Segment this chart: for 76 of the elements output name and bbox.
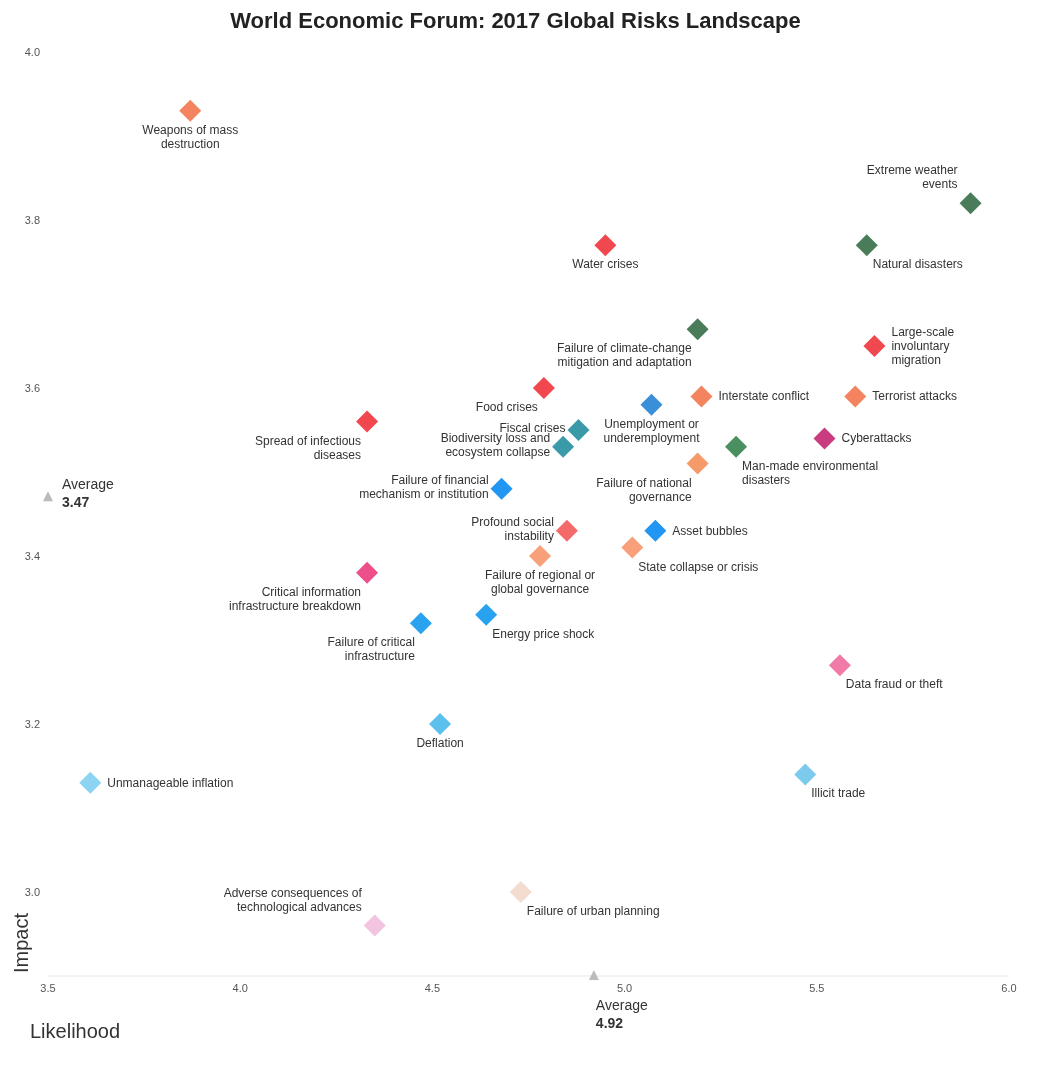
x-axis-title: Likelihood [30, 1020, 121, 1043]
point [640, 393, 663, 416]
point [855, 234, 878, 257]
point [356, 561, 379, 584]
y-tick-label: 3.4 [24, 549, 40, 562]
point [594, 234, 617, 257]
point [686, 452, 709, 475]
series-label: Spread of infectious diseases [254, 433, 362, 462]
point [429, 713, 452, 735]
point [863, 335, 886, 357]
point [179, 99, 202, 122]
y-tick-label: 4.0 [24, 45, 40, 58]
point [555, 519, 578, 542]
series-label: Natural disasters [872, 257, 963, 272]
point [725, 435, 748, 458]
series-label: Failure of climate-change mitigation and adaptation [556, 341, 692, 370]
series-label: Asset bubbles [672, 523, 748, 538]
x-tick-label: 4.0 [232, 981, 248, 994]
series-label: Energy price shock [492, 626, 596, 641]
point [686, 318, 709, 341]
series-label: Data fraud or theft [845, 677, 944, 692]
series-label: Failure of national governance [596, 475, 692, 504]
point [959, 192, 982, 215]
point [552, 435, 575, 458]
point [621, 536, 644, 559]
x-tick-label: 6.0 [1001, 981, 1017, 994]
point [794, 763, 817, 786]
series-label: Large-scale involuntary migration [891, 325, 955, 367]
y-axis-title: Impact [10, 913, 33, 974]
series-label: Profound social instability [471, 514, 554, 543]
x-tick-label: 5.0 [616, 981, 633, 994]
series-label: Critical information infrastructure breakdown [228, 584, 362, 613]
series-label: Illicit trade [811, 786, 866, 801]
x-tick-label: 3.5 [40, 981, 56, 994]
point [644, 519, 667, 542]
series-label: Weapons of mass destruction [142, 122, 239, 151]
series-label: Extreme weather events [866, 163, 958, 192]
series-label: Failure of financial mechanism or institution [359, 472, 489, 501]
point [363, 914, 386, 937]
y-tick-label: 3.8 [24, 213, 40, 226]
series-label: Deflation [416, 736, 464, 750]
series-label: Failure of critical infrastructure [327, 635, 416, 664]
point [844, 385, 867, 408]
point [409, 612, 432, 635]
series-label: Food crises [475, 400, 538, 414]
x-tick-label: 4.5 [424, 981, 441, 994]
y-tick-label: 3.0 [24, 885, 40, 898]
annotation: Average 3.47 [62, 476, 115, 511]
point [828, 654, 851, 677]
series-label: State collapse or crisis [638, 559, 759, 574]
series-label: Cyberattacks [841, 431, 912, 446]
point [529, 545, 552, 567]
series-label: Man-made environmental disasters [742, 458, 879, 487]
series-label: Fiscal crises [499, 421, 566, 435]
point [356, 410, 379, 433]
series-label: Failure of regional or global governance [485, 568, 596, 596]
series-label: Interstate conflict [718, 389, 810, 404]
point [567, 419, 590, 441]
series-label: Unmanageable inflation [107, 775, 234, 790]
y-tick-label: 3.2 [24, 717, 40, 730]
series-label: Water crises [572, 257, 639, 272]
point [79, 771, 102, 794]
point [813, 427, 836, 450]
x-tick-label: 5.5 [809, 981, 825, 994]
point [690, 385, 713, 408]
series-label: Failure of urban planning [526, 904, 660, 918]
point [475, 603, 498, 626]
chart-title: World Economic Forum: 2017 Global Risks Landscape [229, 8, 802, 35]
annotation: Average 4.92 [595, 997, 648, 1031]
point [490, 477, 513, 500]
point [532, 377, 555, 399]
point [509, 881, 532, 903]
series-label: Adverse consequences of technological advances [223, 885, 363, 914]
y-tick-label: 3.6 [24, 381, 40, 394]
series-label: Terrorist attacks [872, 389, 957, 404]
series-label: Unemployment or underemployment [603, 416, 701, 445]
